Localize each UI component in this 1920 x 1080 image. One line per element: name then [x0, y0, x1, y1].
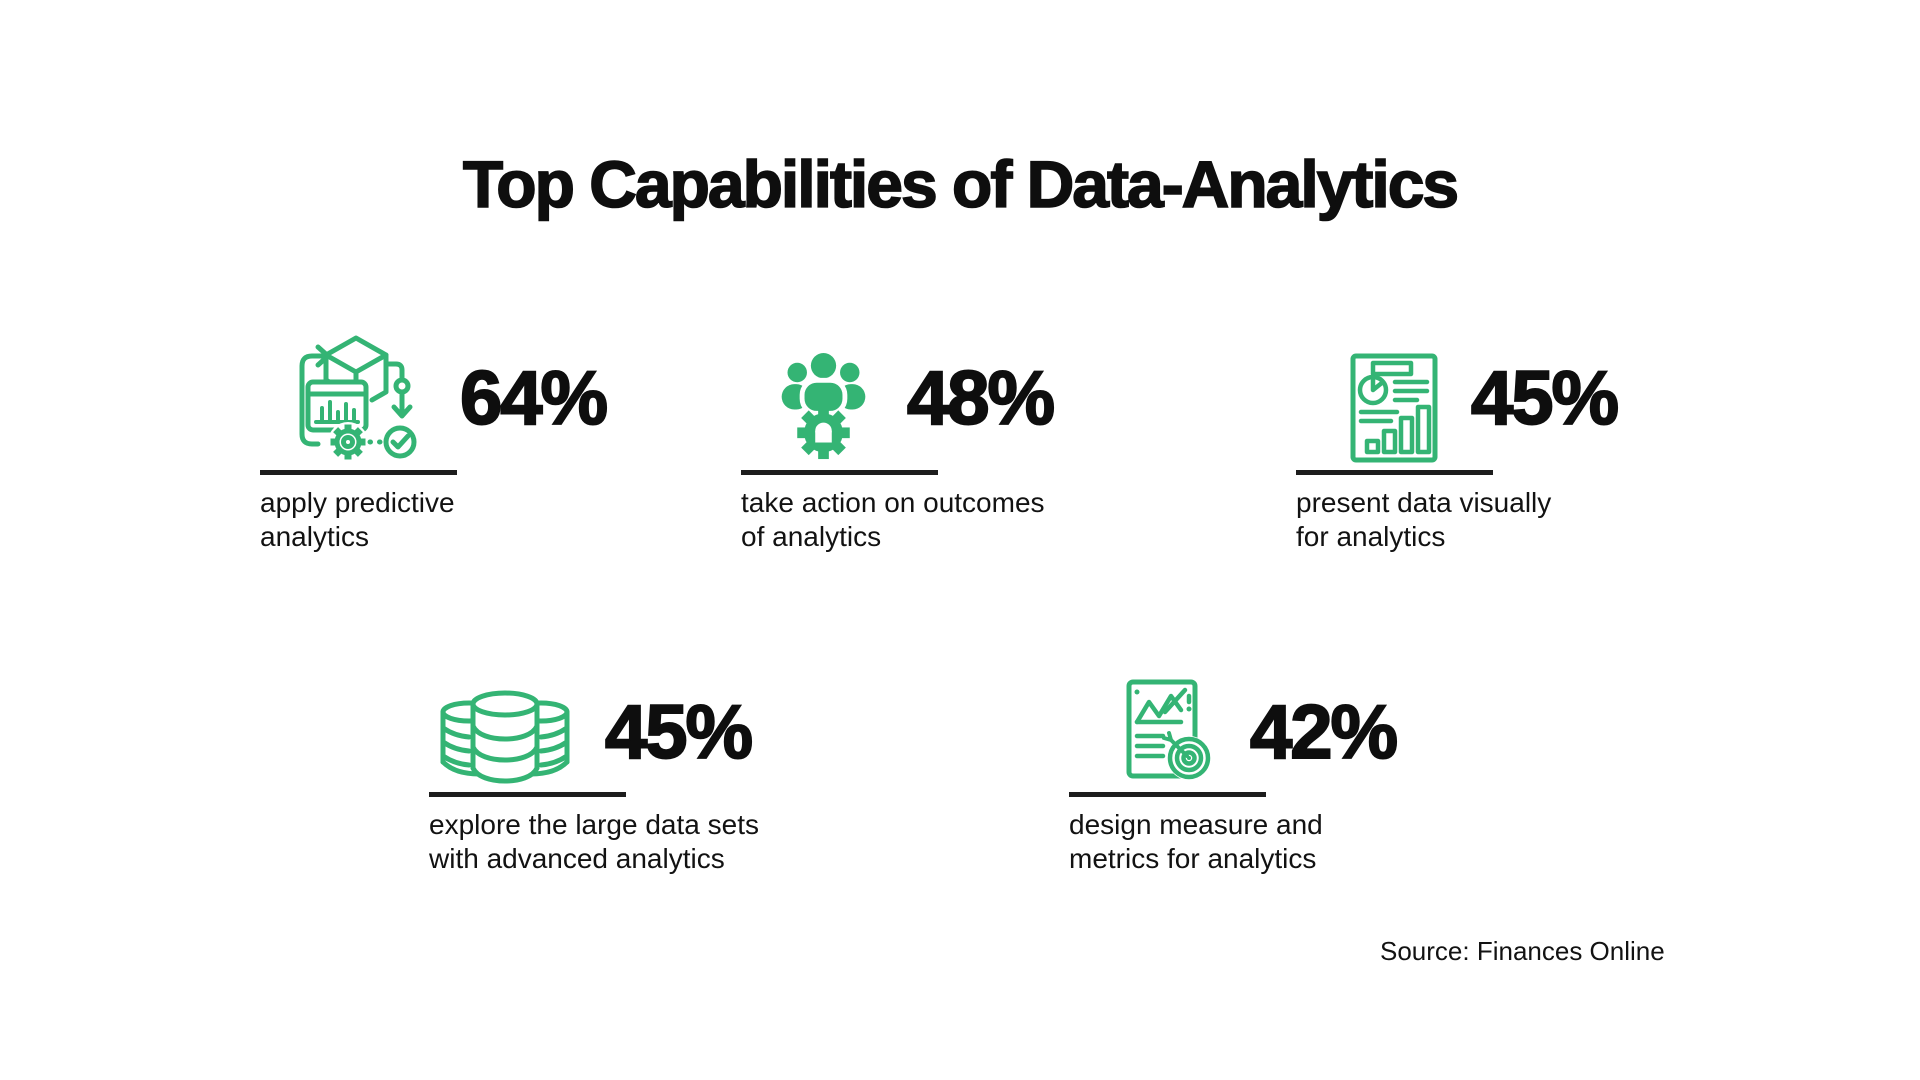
database-icon [435, 684, 575, 788]
stat-underline [429, 792, 626, 797]
visual-report-icon [1347, 350, 1441, 466]
stat-header: 64% [260, 330, 650, 466]
stat-value: 48% [906, 355, 1056, 442]
stat-underline [260, 470, 457, 475]
stat-label: apply predictive analytics [260, 487, 455, 552]
predictive-analytics-icon [284, 332, 430, 466]
stat-value: 42% [1249, 689, 1399, 776]
stat-header: 42% [1069, 676, 1459, 788]
source-attribution: Source: Finances Online [1380, 936, 1665, 966]
stat-header: 45% [429, 676, 819, 788]
stat-header: 45% [1296, 330, 1686, 466]
stat-underline [741, 470, 938, 475]
stat-explore-large-data-sets: 45% explore the large data sets with adv… [429, 676, 819, 876]
stat-value: 45% [1470, 355, 1620, 442]
stat-label: explore the large data sets with advance… [429, 809, 759, 874]
stat-underline [1069, 792, 1266, 797]
stat-present-data-visually: 45% present data visually for analytics [1296, 330, 1686, 554]
stat-label: take action on outcomes of analytics [741, 487, 1045, 552]
stat-underline [1296, 470, 1493, 475]
stat-apply-predictive-analytics: 64% apply predictive analytics [260, 330, 650, 554]
page-title: Top Capabilities of Data-Analytics [462, 146, 1460, 222]
stat-header: 48% [741, 330, 1131, 466]
stat-label: present data visually for analytics [1296, 487, 1552, 552]
stat-design-measure-metrics: 42% design measure and metrics for analy… [1069, 676, 1459, 876]
stat-value: 45% [604, 689, 754, 776]
stat-take-action-on-outcomes: 48% take action on outcomes of analytics [741, 330, 1131, 554]
team-gear-icon [770, 349, 877, 466]
stat-value: 64% [459, 355, 609, 442]
metrics-target-icon [1125, 678, 1220, 788]
stat-label: design measure and metrics for analytics [1069, 809, 1323, 874]
